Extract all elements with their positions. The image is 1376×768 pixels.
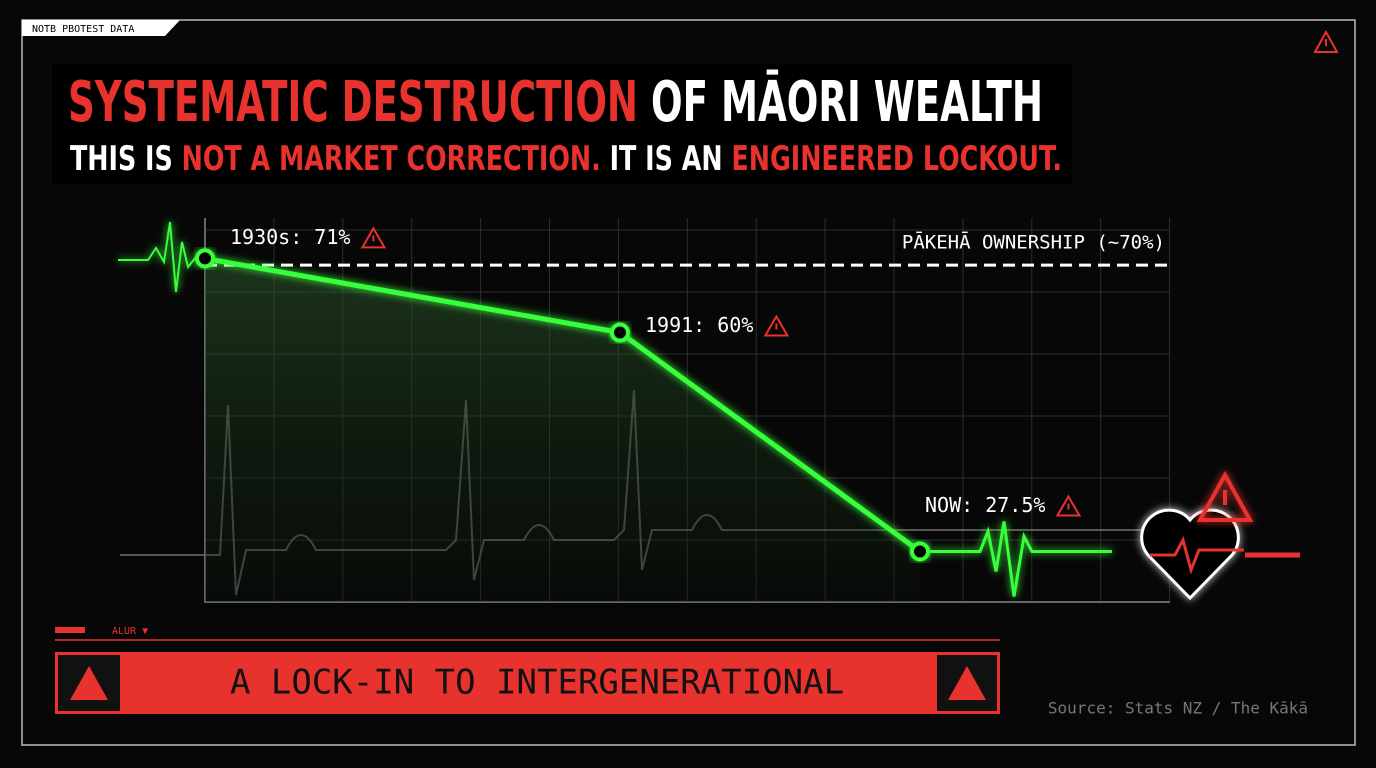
subtitle-part: ENGINEERED LOCKOUT. [731,139,1062,179]
warning-icon [1313,29,1339,53]
heartbeat-tail [920,521,1112,597]
heart-pulse [1150,535,1244,575]
subtitle-part: THIS IS [70,139,182,179]
plot: PĀKEHĀ OWNERSHIP (~70%) 1930s: 71% 1991: 6… [118,218,1300,603]
banner-text: A LOCK-IN TO INTERGENERATIONAL [230,663,844,703]
tag: NOTB PBOTEST DATA [32,24,134,35]
deco-bar [55,627,85,633]
point [610,322,630,343]
source: Source: Stats NZ / The Kākā [1048,699,1308,718]
subtitle-part: NOT A MARKET CORRECTION. [182,139,601,179]
value-label: NOW: 27.5% [925,493,1045,517]
title-part: SYSTEMATIC DESTRUCTION [68,70,638,135]
warning-icon [763,314,790,337]
title: SYSTEMATIC DESTRUCTION OF MĀORI WEALTH [68,70,1043,135]
subtitle: THIS IS NOT A MARKET CORRECTION. IT IS A… [70,139,1062,179]
warning-icon [70,666,108,700]
reference-label: PĀKEHĀ OWNERSHIP (~70%) [902,230,1165,254]
point [195,248,215,269]
tag-box [22,20,180,36]
warning-icon [1196,470,1254,522]
title-bg [52,64,1072,184]
title-part: OF MĀORI WEALTH [638,70,1043,135]
area [205,258,920,602]
warning-icon [948,666,986,700]
heartbeat-lead [118,221,205,293]
point [910,541,930,562]
small-label: ALUR ▼ [112,626,148,637]
value-label: 1930s: 71% [230,225,350,249]
banner-bg [55,652,1000,714]
subtitle-part: IT IS AN [601,139,732,179]
heart [1140,508,1240,601]
value-label: 1991: 60% [645,313,753,337]
warning-icon [360,226,387,249]
warning-icon [1055,494,1082,517]
